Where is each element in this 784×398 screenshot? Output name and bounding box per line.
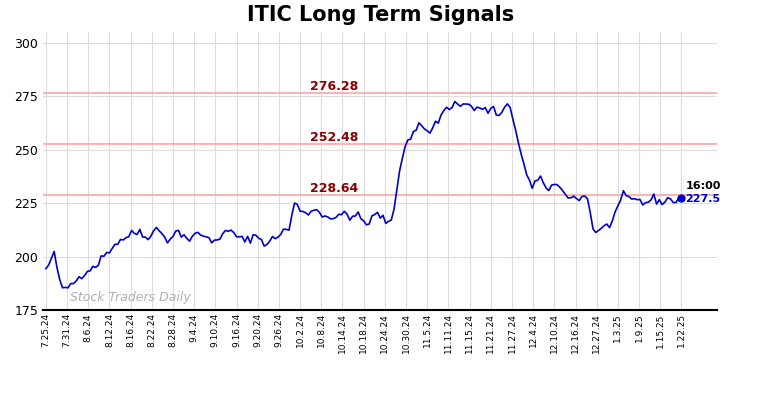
Text: 228.64: 228.64 <box>310 181 358 195</box>
Text: Stock Traders Daily: Stock Traders Daily <box>70 291 191 304</box>
Title: ITIC Long Term Signals: ITIC Long Term Signals <box>247 5 514 25</box>
Text: 227.5: 227.5 <box>685 194 720 204</box>
Text: 16:00: 16:00 <box>685 181 721 191</box>
Text: 252.48: 252.48 <box>310 131 358 144</box>
Text: 276.28: 276.28 <box>310 80 358 92</box>
